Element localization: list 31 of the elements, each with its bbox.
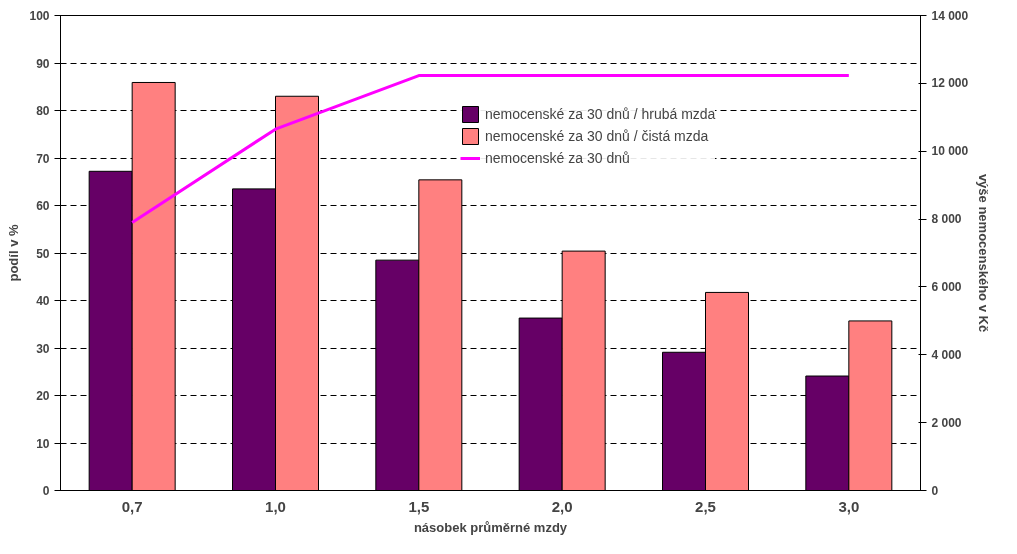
y-tick-label: 10 [36,436,50,451]
y-tick-label: 80 [36,104,50,118]
y-tick-label: 60 [36,199,50,213]
y-tick-label: 40 [36,294,50,308]
y2-tick-label: 4 000 [931,347,962,362]
y-tick-label: 70 [36,151,50,166]
legend-label: nemocenské za 30 dnů / čistá mzda [485,128,709,144]
y-tick-label: 20 [36,389,50,403]
y2-tick-label: 10 000 [931,144,969,159]
x-tick-label: 3,0 [838,497,860,515]
y2-tick-label: 2 000 [931,415,962,430]
y2-tick-label: 6 000 [931,279,962,294]
y-axis-title: podíl v % [6,224,22,282]
x-tick-label: 1,0 [265,497,286,515]
legend-label: nemocenské za 30 dnů [485,150,630,166]
legend-label: nemocenské za 30 dnů / hrubá mzda [485,106,716,122]
x-axis-title: násobek průměrné mzdy [413,519,568,535]
y-tick-label: 100 [29,9,50,23]
x-tick-label: 0,7 [121,497,143,515]
y-tick-label: 50 [36,246,50,261]
y2-tick-label: 0 [931,483,939,498]
y-tick-label: 0 [42,484,50,498]
y2-axis-title: výše nemocenského v Kč [976,173,992,333]
y2-tick-label: 12 000 [931,76,969,91]
y-tick-label: 90 [36,56,50,71]
y-tick-label: 30 [36,341,50,356]
y2-tick-label: 14 000 [931,8,969,23]
x-tick-label: 1,5 [408,497,430,515]
x-tick-label: 2,0 [551,497,573,515]
y2-tick-label: 8 000 [931,212,962,227]
x-tick-label: 2,5 [695,497,716,515]
